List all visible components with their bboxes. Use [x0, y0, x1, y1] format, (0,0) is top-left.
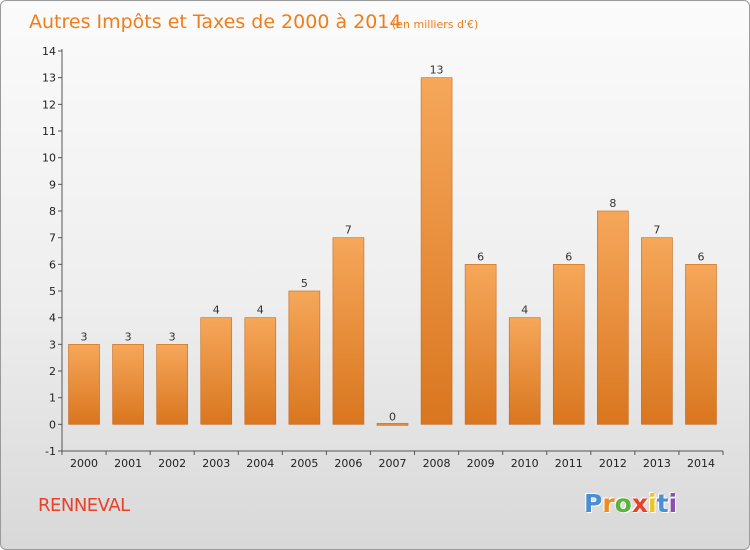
data-label-2008: 13 [430, 64, 444, 77]
data-label-2004: 4 [257, 304, 264, 317]
x-tick-label-2001: 2001 [114, 457, 142, 470]
chart-title: Autres Impôts et Taxes de 2000 à 2014 [29, 11, 402, 33]
y-tick-label: 11 [42, 125, 56, 138]
bar-2007 [376, 423, 409, 426]
x-tick-label-2000: 2000 [70, 457, 98, 470]
x-tick-label-2011: 2011 [555, 457, 583, 470]
bar-2009 [464, 264, 497, 425]
data-label-2010: 4 [521, 304, 528, 317]
data-label-2007: 0 [389, 410, 396, 423]
bar-2003 [200, 317, 233, 425]
x-tick-label-2008: 2008 [423, 457, 451, 470]
proxiti-logo: Proxiti [584, 489, 677, 518]
data-label-2003: 4 [213, 304, 220, 317]
x-tick-label-2006: 2006 [334, 457, 362, 470]
y-tick-label: 1 [49, 392, 56, 405]
data-labels: 3 3 3 4 4 5 7 0 13 6 4 6 8 7 6 [81, 64, 705, 424]
y-tick-label: 8 [49, 205, 56, 218]
logo-letter: i [648, 489, 657, 518]
y-tick-label: -1 [45, 445, 56, 458]
bar-2001 [112, 344, 144, 425]
y-tick-label: 0 [49, 418, 56, 431]
logo-letter: r [602, 489, 615, 518]
logo-letter: o [614, 489, 632, 518]
x-tick-label-2012: 2012 [599, 457, 627, 470]
x-tick-label-2013: 2013 [643, 457, 671, 470]
commune-name: RENNEVAL [38, 495, 130, 516]
y-tick-label: 14 [42, 45, 56, 58]
x-tick-label-2014: 2014 [687, 457, 715, 470]
x-tick-label-2007: 2007 [379, 457, 407, 470]
data-label-2001: 3 [125, 330, 132, 343]
bar-2011 [552, 264, 585, 425]
data-label-2005: 5 [301, 277, 308, 290]
bar-2012 [597, 210, 629, 425]
y-tick-label: 3 [49, 338, 56, 351]
y-tick-label: 6 [49, 258, 56, 271]
y-tick-label: 12 [42, 98, 56, 111]
data-label-2012: 8 [609, 197, 616, 210]
data-label-2011: 6 [565, 250, 572, 263]
data-label-2009: 6 [477, 250, 484, 263]
y-tick-label: 7 [49, 232, 56, 245]
chart-unit: (en milliers d'€) [392, 18, 478, 31]
bar-2008 [420, 77, 453, 425]
data-label-2000: 3 [81, 330, 88, 343]
x-tick-label-2003: 2003 [202, 457, 230, 470]
x-tick-label-2005: 2005 [290, 457, 318, 470]
bar-2004 [244, 317, 277, 425]
x-tick-label-2004: 2004 [246, 457, 274, 470]
bars [68, 77, 717, 426]
bar-2013 [641, 237, 673, 425]
data-label-2014: 6 [697, 250, 704, 263]
logo-letter: x [631, 489, 648, 518]
bar-2010 [508, 317, 541, 425]
x-tick-label-2010: 2010 [511, 457, 539, 470]
bar-2000 [68, 344, 100, 425]
y-tick-label: 4 [49, 312, 56, 325]
x-tick-label-2002: 2002 [158, 457, 186, 470]
data-label-2006: 7 [345, 224, 352, 237]
logo-letter: i [668, 489, 678, 518]
data-label-2013: 7 [653, 224, 660, 237]
y-tick-label: 9 [49, 178, 56, 191]
bar-2002 [156, 344, 188, 425]
y-tick-label: 10 [42, 152, 56, 165]
y-tick-label: 5 [49, 285, 56, 298]
y-tick-label: 13 [42, 72, 56, 85]
y-tick-label: 2 [49, 365, 56, 378]
bar-2005 [288, 290, 321, 425]
bar-2006 [332, 237, 365, 425]
bar-2014 [685, 264, 717, 425]
logo-letter: P [584, 489, 603, 518]
data-label-2002: 3 [169, 330, 176, 343]
logo-letter: t [656, 489, 669, 518]
x-tick-label-2009: 2009 [467, 457, 495, 470]
